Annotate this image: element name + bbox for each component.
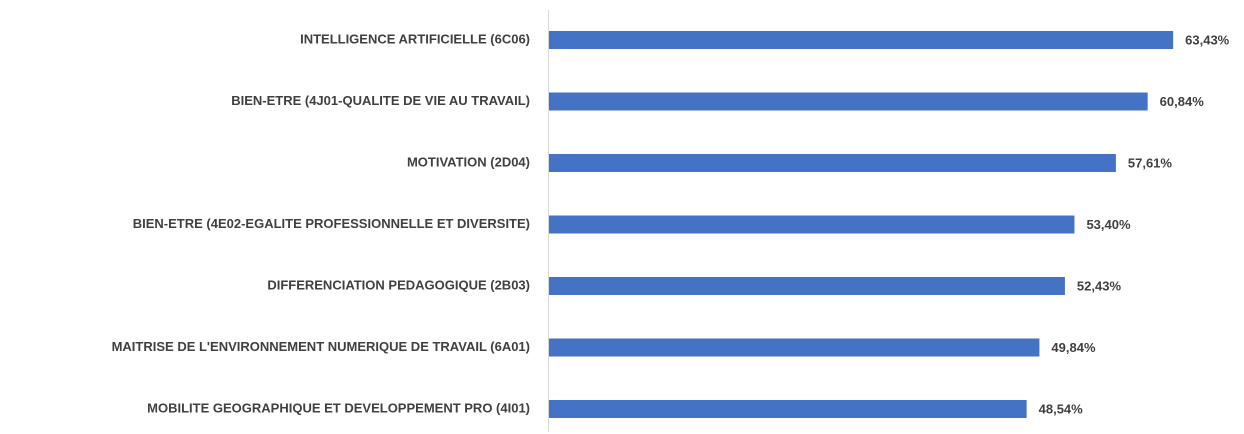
value-label: 49,84%	[1051, 340, 1096, 355]
value-label: 60,84%	[1160, 94, 1205, 109]
value-label: 63,43%	[1185, 32, 1230, 47]
bar	[549, 154, 1116, 172]
category-label: MOTIVATION (2D04)	[407, 154, 530, 169]
bar	[549, 92, 1148, 111]
bar	[549, 400, 1027, 418]
category-label: BIEN-ETRE (4E02-EGALITE PROFESSIONNELLE …	[133, 216, 530, 231]
value-label: 53,40%	[1086, 217, 1131, 232]
category-label: MAITRISE DE L'ENVIRONNEMENT NUMERIQUE DE…	[112, 339, 530, 354]
bar	[549, 338, 1040, 357]
bar	[549, 215, 1075, 234]
bar	[549, 31, 1174, 49]
category-label: DIFFERENCIATION PEDAGOGIQUE (2B03)	[267, 277, 530, 292]
category-label: MOBILITE GEOGRAPHIQUE ET DEVELOPPEMENT P…	[147, 400, 530, 415]
category-label: BIEN-ETRE (4J01-QUALITE DE VIE AU TRAVAI…	[231, 93, 530, 108]
category-label: INTELLIGENCE ARTIFICIELLE (6C06)	[300, 31, 530, 46]
value-label: 48,54%	[1039, 401, 1084, 416]
value-label: 52,43%	[1077, 278, 1122, 293]
bar	[549, 277, 1065, 295]
value-label: 57,61%	[1128, 155, 1173, 170]
